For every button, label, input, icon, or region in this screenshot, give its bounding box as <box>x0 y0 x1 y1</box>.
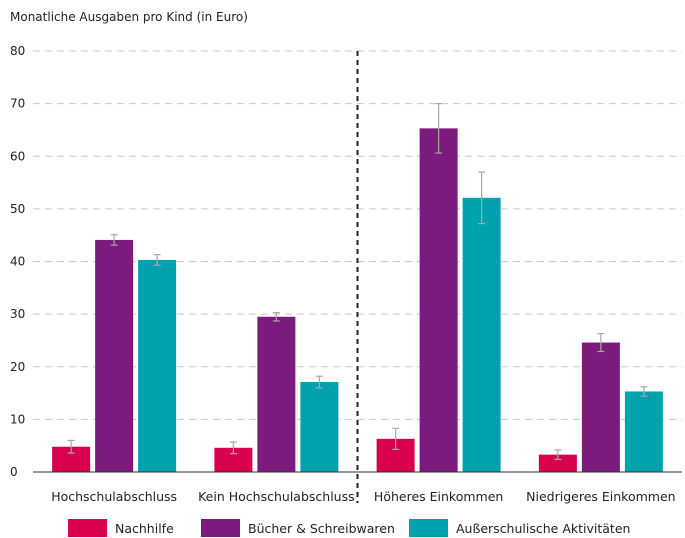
y-tick-label: 70 <box>10 97 25 111</box>
y-tick-label: 20 <box>10 360 25 374</box>
bar <box>257 316 296 472</box>
y-tick-label: 40 <box>10 255 25 269</box>
y-tick-label: 30 <box>10 307 25 321</box>
bars <box>52 128 663 473</box>
bar <box>624 391 663 472</box>
y-tick-label: 80 <box>10 44 25 58</box>
category-label: Niedrigeres Einkommen <box>526 489 675 504</box>
y-axis-ticks: 0 10 20 30 40 50 60 70 80 <box>10 44 25 479</box>
legend-swatch <box>409 519 448 537</box>
y-tick-label: 0 <box>10 465 18 479</box>
category-label: Höheres Einkommen <box>374 489 503 504</box>
y-tick-label: 50 <box>10 202 25 216</box>
y-tick-label: 10 <box>10 412 25 426</box>
bar <box>581 342 620 472</box>
bar <box>419 128 458 472</box>
category-label: Kein Hochschulabschluss <box>198 489 355 504</box>
y-tick-label: 60 <box>10 149 25 163</box>
legend-swatch <box>68 519 107 537</box>
y-axis-title: Monatliche Ausgaben pro Kind (in Euro) <box>10 10 248 24</box>
bar <box>95 239 134 472</box>
legend: Nachhilfe Bücher & Schreibwaren Außerschul… <box>68 519 630 537</box>
bar <box>538 454 577 472</box>
legend-label: Bücher & Schreibwaren <box>248 521 395 536</box>
legend-label: Nachhilfe <box>115 521 174 536</box>
legend-swatch <box>201 519 240 537</box>
legend-label: Außerschulische Aktivitäten <box>456 521 630 536</box>
bar <box>462 197 501 473</box>
error-bars <box>67 103 648 460</box>
category-label: Hochschulabschluss <box>51 489 177 504</box>
bar <box>138 259 177 472</box>
category-labels: Hochschulabschluss Kein Hochschulabschlus… <box>51 489 675 504</box>
bar <box>300 382 339 472</box>
